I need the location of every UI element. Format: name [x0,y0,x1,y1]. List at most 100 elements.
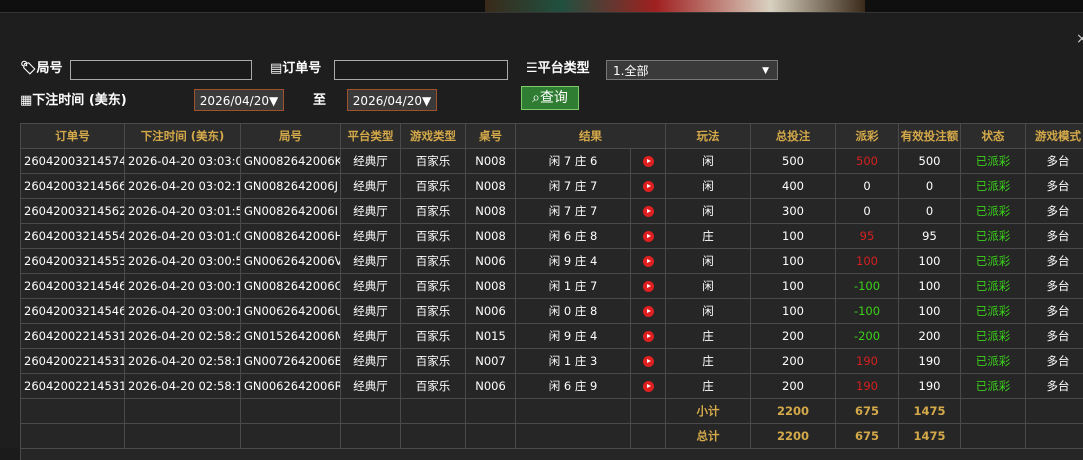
header-cell: 派彩 [836,124,899,149]
table-cell: GN0062642006R [241,374,341,399]
table-cell: GN0082642006H [241,224,341,249]
table-cell: 300 [751,199,836,224]
sum-cell: 675 [836,399,899,424]
table-cell: 经典厅 [341,174,401,199]
date-from[interactable]: 2026/04/20▼ [194,89,284,111]
order-input[interactable] [334,60,508,80]
table-cell: 0 [836,174,899,199]
table-cell: 已派彩 [961,374,1026,399]
sum-cell: 1475 [899,399,961,424]
sum-cell: 1475 [899,424,961,449]
label-text: 局号 [37,61,63,76]
table-cell: 多台 [1026,324,1083,349]
table-cell: N006 [466,374,516,399]
table-cell: GN0082642006J [241,174,341,199]
header-cell: 玩法 [666,124,751,149]
table-cell: 庄 [666,349,751,374]
search-button[interactable]: ⌕查询 [521,86,579,110]
table-cell: 闲 9 庄 4 [516,324,631,349]
table-cell: 经典厅 [341,324,401,349]
table-cell: 经典厅 [341,349,401,374]
table-cell: 闲 7 庄 7 [516,174,631,199]
table-cell: N008 [466,274,516,299]
header-cell: 下注时间 (美东) [125,124,241,149]
play-icon[interactable] [643,206,654,217]
table-cell: 0 [836,199,899,224]
table-cell: N006 [466,299,516,324]
table-cell: 260420032145533 [21,249,125,274]
table-cell: 经典厅 [341,299,401,324]
table-cell: N008 [466,174,516,199]
video-cell [631,249,666,274]
to-label: 至 [313,89,326,108]
table-cell: 多台 [1026,274,1083,299]
table-cell: 百家乐 [401,249,466,274]
play-icon[interactable] [643,156,654,167]
play-icon[interactable] [643,181,654,192]
table-cell: GN0082642006K [241,149,341,174]
table-cell: 200 [899,324,961,349]
table-cell: 0 [899,199,961,224]
close-button[interactable]: × [1076,31,1083,47]
table-cell: 2026-04-20 03:00:16 [125,274,241,299]
empty-cell [466,424,516,449]
table-cell: 95 [836,224,899,249]
play-icon[interactable] [643,256,654,267]
table-cell: 多台 [1026,349,1083,374]
table-cell: GN0062642006U [241,299,341,324]
date-to[interactable]: 2026/04/20▼ [347,89,437,111]
sum-label: 总计 [666,424,751,449]
table-cell: 多台 [1026,149,1083,174]
table-cell: 190 [836,349,899,374]
table-cell: 100 [899,274,961,299]
table-cell: 经典厅 [341,149,401,174]
table-cell: 经典厅 [341,374,401,399]
play-icon[interactable] [643,231,654,242]
table-cell: N006 [466,249,516,274]
video-cell [631,149,666,174]
video-cell [631,349,666,374]
round-label: 🏷局号 [20,57,63,76]
play-icon[interactable] [643,381,654,392]
table-cell: 已派彩 [961,274,1026,299]
table-cell: 2026-04-20 03:02:14 [125,174,241,199]
table-cell: 百家乐 [401,274,466,299]
table-cell: 260420032145464 [21,274,125,299]
table-cell: 已派彩 [961,149,1026,174]
table-cell: -200 [836,324,899,349]
empty-cell [631,424,666,449]
table-cell: 百家乐 [401,149,466,174]
play-icon[interactable] [643,281,654,292]
platform-select[interactable]: 1.全部▼ [606,60,778,80]
play-icon[interactable] [643,306,654,317]
table-cell: 多台 [1026,299,1083,324]
table-cell: 190 [899,374,961,399]
video-cell [631,174,666,199]
header-cell: 总投注 [751,124,836,149]
video-cell [631,224,666,249]
table-cell: 2026-04-20 03:00:59 [125,249,241,274]
table-cell: 庄 [666,324,751,349]
table-cell: 庄 [666,224,751,249]
header-cell: 游戏模式 [1026,124,1083,149]
header-cell: 平台类型 [341,124,401,149]
sum-label: 小计 [666,399,751,424]
table-cell: -100 [836,274,899,299]
table-cell: 190 [899,349,961,374]
round-input[interactable] [70,60,252,80]
table-cell: 200 [751,324,836,349]
bet-table: 订单号下注时间 (美东)局号平台类型游戏类型桌号结果玩法总投注派彩有效投注额状态… [20,123,1083,449]
empty-cell [516,424,631,449]
empty-cell [516,399,631,424]
play-icon[interactable] [643,356,654,367]
table-cell: -100 [836,299,899,324]
table-cell: 500 [751,149,836,174]
play-icon[interactable] [643,331,654,342]
